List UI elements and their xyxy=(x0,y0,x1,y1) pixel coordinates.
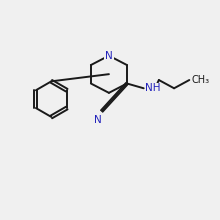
Text: N: N xyxy=(94,115,102,125)
Text: NH: NH xyxy=(145,83,161,93)
Text: N: N xyxy=(105,51,113,61)
Text: CH₃: CH₃ xyxy=(192,75,210,85)
